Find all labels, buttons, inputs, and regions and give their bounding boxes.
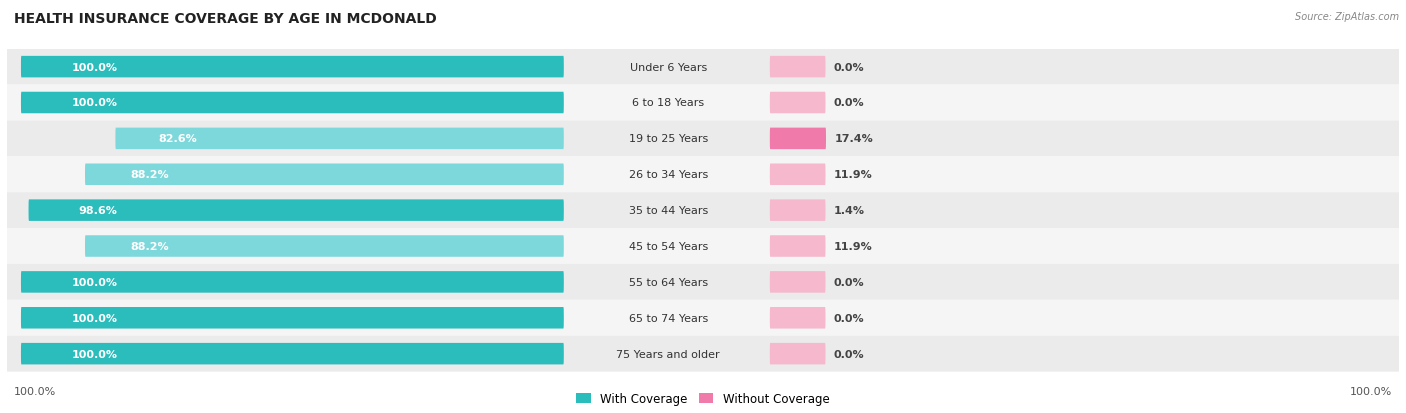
Text: 0.0%: 0.0% xyxy=(834,277,865,287)
FancyBboxPatch shape xyxy=(770,128,825,150)
Text: 11.9%: 11.9% xyxy=(834,170,873,180)
FancyBboxPatch shape xyxy=(770,236,825,257)
FancyBboxPatch shape xyxy=(7,50,1399,85)
FancyBboxPatch shape xyxy=(770,164,825,185)
FancyBboxPatch shape xyxy=(7,300,1399,336)
FancyBboxPatch shape xyxy=(7,336,1399,372)
Text: 100.0%: 100.0% xyxy=(72,98,117,108)
FancyBboxPatch shape xyxy=(7,121,1399,157)
FancyBboxPatch shape xyxy=(21,57,564,78)
Text: 82.6%: 82.6% xyxy=(159,134,197,144)
FancyBboxPatch shape xyxy=(7,228,1399,264)
Text: 0.0%: 0.0% xyxy=(834,313,865,323)
FancyBboxPatch shape xyxy=(7,193,1399,228)
FancyBboxPatch shape xyxy=(115,128,564,150)
Text: 100.0%: 100.0% xyxy=(14,387,56,396)
Text: 100.0%: 100.0% xyxy=(72,62,117,72)
Text: 1.4%: 1.4% xyxy=(834,206,865,216)
Text: 11.9%: 11.9% xyxy=(834,242,873,252)
Text: 100.0%: 100.0% xyxy=(72,277,117,287)
Text: 100.0%: 100.0% xyxy=(72,349,117,359)
Text: 100.0%: 100.0% xyxy=(72,313,117,323)
Text: HEALTH INSURANCE COVERAGE BY AGE IN MCDONALD: HEALTH INSURANCE COVERAGE BY AGE IN MCDO… xyxy=(14,12,437,26)
Text: 35 to 44 Years: 35 to 44 Years xyxy=(628,206,707,216)
FancyBboxPatch shape xyxy=(770,57,825,78)
FancyBboxPatch shape xyxy=(770,93,825,114)
Text: 88.2%: 88.2% xyxy=(131,170,169,180)
FancyBboxPatch shape xyxy=(21,343,564,365)
FancyBboxPatch shape xyxy=(7,264,1399,300)
Text: 98.6%: 98.6% xyxy=(79,206,117,216)
Text: 75 Years and older: 75 Years and older xyxy=(616,349,720,359)
Text: 100.0%: 100.0% xyxy=(1350,387,1392,396)
FancyBboxPatch shape xyxy=(28,200,564,221)
FancyBboxPatch shape xyxy=(770,307,825,329)
FancyBboxPatch shape xyxy=(7,157,1399,193)
Text: 0.0%: 0.0% xyxy=(834,62,865,72)
Text: 45 to 54 Years: 45 to 54 Years xyxy=(628,242,707,252)
Text: 0.0%: 0.0% xyxy=(834,349,865,359)
Text: 55 to 64 Years: 55 to 64 Years xyxy=(628,277,707,287)
FancyBboxPatch shape xyxy=(770,200,825,221)
FancyBboxPatch shape xyxy=(7,85,1399,121)
Text: 26 to 34 Years: 26 to 34 Years xyxy=(628,170,707,180)
FancyBboxPatch shape xyxy=(21,307,564,329)
Legend: With Coverage, Without Coverage: With Coverage, Without Coverage xyxy=(574,389,832,407)
Text: Source: ZipAtlas.com: Source: ZipAtlas.com xyxy=(1295,12,1399,22)
Text: 6 to 18 Years: 6 to 18 Years xyxy=(633,98,704,108)
Text: 65 to 74 Years: 65 to 74 Years xyxy=(628,313,707,323)
FancyBboxPatch shape xyxy=(21,93,564,114)
Text: 88.2%: 88.2% xyxy=(131,242,169,252)
FancyBboxPatch shape xyxy=(770,343,825,365)
FancyBboxPatch shape xyxy=(84,164,564,185)
FancyBboxPatch shape xyxy=(84,236,564,257)
Text: 17.4%: 17.4% xyxy=(834,134,873,144)
Text: Under 6 Years: Under 6 Years xyxy=(630,62,707,72)
FancyBboxPatch shape xyxy=(770,271,825,293)
Text: 19 to 25 Years: 19 to 25 Years xyxy=(628,134,707,144)
Text: 0.0%: 0.0% xyxy=(834,98,865,108)
FancyBboxPatch shape xyxy=(21,271,564,293)
